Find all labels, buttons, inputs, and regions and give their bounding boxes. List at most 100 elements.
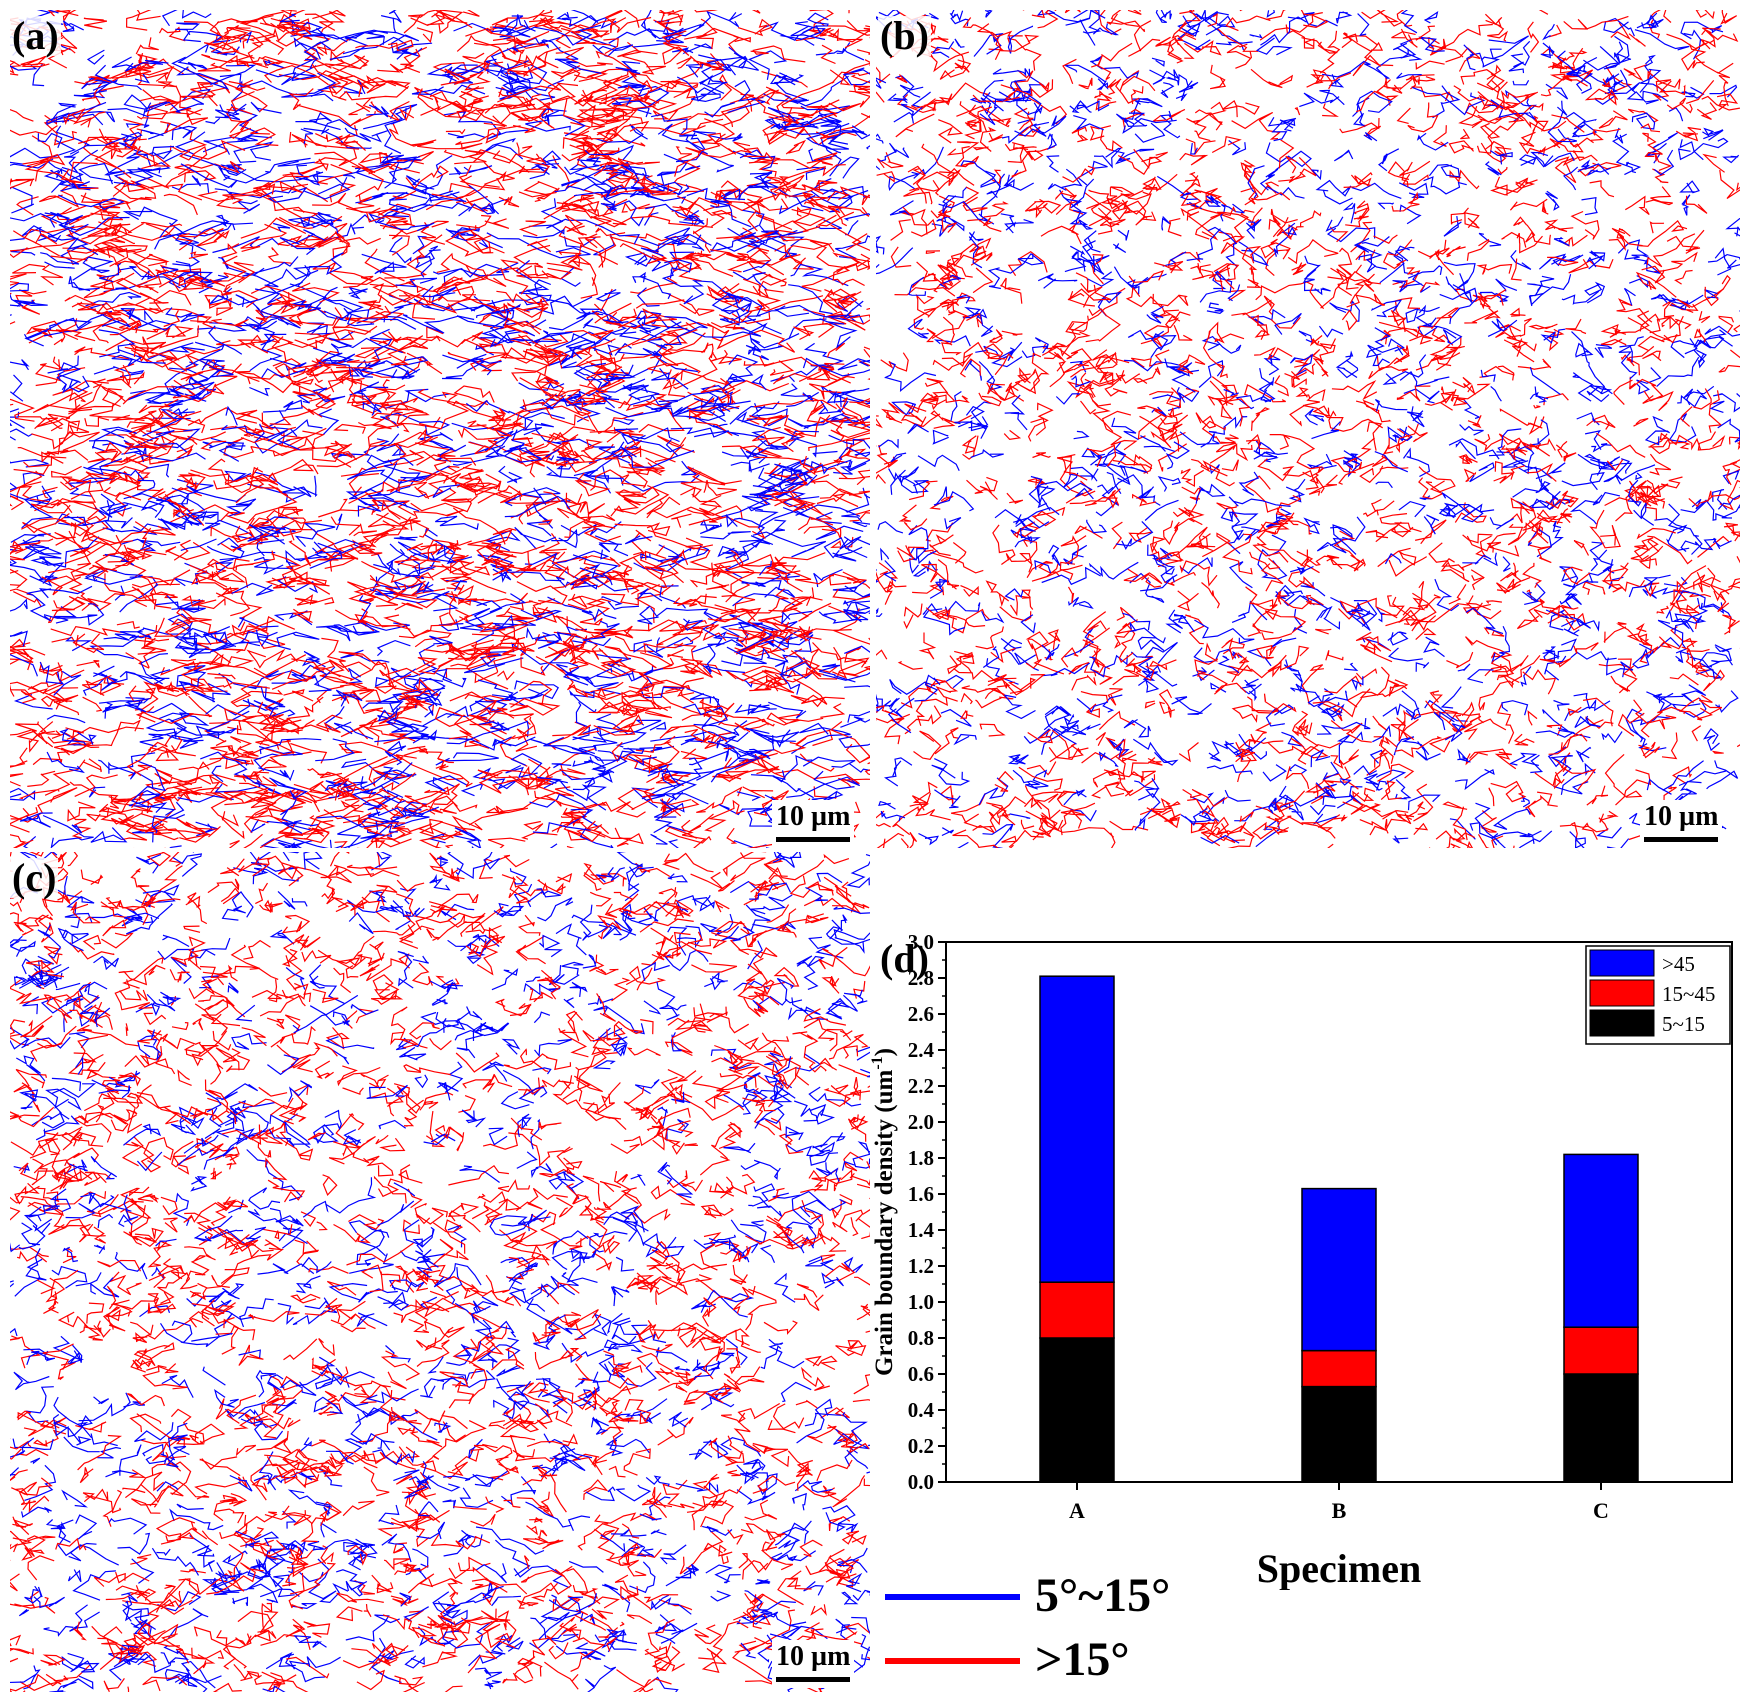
boundary-map-c <box>10 852 870 1692</box>
grain-boundary-segment <box>663 685 695 704</box>
grain-boundary-segment <box>1376 79 1399 106</box>
grain-boundary-segment <box>228 833 263 848</box>
grain-boundary-segment <box>72 633 99 654</box>
grain-boundary-segment <box>762 790 789 808</box>
grain-boundary-segment <box>1405 306 1440 323</box>
grain-boundary-segment <box>950 10 969 27</box>
grain-boundary-segment <box>653 677 704 696</box>
grain-boundary-segment <box>271 558 340 587</box>
grain-boundary-segment <box>192 661 285 681</box>
grain-boundary-segment <box>333 967 352 994</box>
grain-boundary-segment <box>1152 293 1189 307</box>
grain-boundary-segment <box>1075 386 1096 403</box>
grain-boundary-segment <box>506 14 536 35</box>
grain-boundary-segment <box>706 343 714 359</box>
grain-boundary-segment <box>226 90 255 112</box>
grain-boundary-segment <box>281 1226 304 1249</box>
grain-boundary-segment <box>448 653 499 667</box>
grain-boundary-segment <box>515 725 538 752</box>
grain-boundary-segment <box>1458 454 1478 465</box>
grain-boundary-segment <box>160 108 209 134</box>
grain-boundary-segment <box>505 63 531 99</box>
grain-boundary-segment <box>1149 390 1182 409</box>
grain-boundary-segment <box>1316 718 1371 735</box>
grain-boundary-segment <box>1007 37 1042 71</box>
grain-boundary-segment <box>418 830 464 848</box>
grain-boundary-segment <box>1208 740 1240 762</box>
grain-boundary-segment <box>1635 271 1677 298</box>
grain-boundary-segment <box>86 803 110 822</box>
grain-boundary-segment <box>671 234 705 252</box>
grain-boundary-segment <box>1139 810 1165 820</box>
grain-boundary-segment <box>1150 802 1181 825</box>
grain-boundary-segment <box>1150 330 1169 351</box>
grain-boundary-segment <box>87 224 123 237</box>
grain-boundary-segment <box>570 200 600 214</box>
grain-boundary-segment <box>47 10 56 18</box>
grain-boundary-segment <box>1512 447 1535 475</box>
grain-boundary-segment <box>554 426 596 452</box>
grain-boundary-segment <box>1638 557 1658 569</box>
grain-boundary-segment <box>10 773 24 787</box>
grain-boundary-segment <box>617 157 660 165</box>
grain-boundary-segment <box>1707 486 1740 502</box>
grain-boundary-segment <box>134 73 150 84</box>
grain-boundary-segment <box>10 787 36 801</box>
grain-boundary-segment <box>1120 370 1141 384</box>
grain-boundary-segment <box>415 655 460 675</box>
grain-boundary-segment <box>1676 274 1731 309</box>
grain-boundary-segment <box>202 136 250 155</box>
grain-boundary-segment <box>876 66 891 84</box>
scale-bar-label-a: 10 µm <box>776 801 851 832</box>
grain-boundary-segment <box>49 212 89 231</box>
grain-boundary-segment <box>205 117 221 125</box>
grain-boundary-segment <box>832 252 870 263</box>
grain-boundary-segment <box>496 607 534 621</box>
scale-bar-line-b <box>1644 836 1719 842</box>
grain-boundary-segment <box>532 449 574 465</box>
grain-boundary-segment <box>595 867 614 883</box>
grain-boundary-segment <box>647 757 703 787</box>
grain-boundary-segment <box>61 375 90 394</box>
grain-boundary-segment <box>344 1010 358 1029</box>
grain-boundary-segment <box>1586 167 1611 177</box>
grain-boundary-segment <box>1467 414 1482 429</box>
grain-boundary-segment <box>1301 822 1336 839</box>
grain-boundary-segment <box>22 472 45 484</box>
grain-boundary-segment <box>1030 115 1067 134</box>
grain-boundary-segment <box>1543 219 1574 233</box>
grain-boundary-segment <box>530 1582 558 1602</box>
grain-boundary-segment <box>785 139 807 155</box>
grain-boundary-segment <box>584 769 615 784</box>
grain-boundary-segment <box>1343 171 1373 188</box>
grain-boundary-segment <box>555 30 572 49</box>
grain-boundary-segment <box>71 824 83 834</box>
grain-boundary-segment <box>459 614 473 623</box>
grain-boundary-segment <box>1722 614 1740 635</box>
grain-boundary-segment <box>825 310 866 331</box>
grain-boundary-segment <box>1191 458 1228 477</box>
grain-boundary-segment <box>1647 69 1681 90</box>
grain-boundary-segment <box>1225 15 1271 32</box>
grain-boundary-segment <box>526 514 552 537</box>
grain-boundary-segment <box>296 387 346 404</box>
grain-boundary-segment <box>882 560 897 582</box>
grain-boundary-segment <box>1542 709 1591 739</box>
grain-boundary-segment <box>1316 605 1341 630</box>
grain-boundary-segment <box>1682 126 1702 142</box>
grain-boundary-segment <box>1708 390 1723 433</box>
grain-boundary-segment <box>373 670 397 694</box>
grain-boundary-segment <box>1693 574 1721 593</box>
grain-boundary-segment <box>715 278 761 302</box>
grain-boundary-segment <box>1445 47 1481 72</box>
grain-boundary-segment <box>1648 24 1661 39</box>
grain-boundary-segment <box>1654 517 1703 555</box>
grain-boundary-segment <box>144 391 184 410</box>
grain-boundary-segment <box>520 656 546 676</box>
grain-boundary-segment <box>204 1079 230 1114</box>
grain-boundary-segment <box>1327 843 1334 848</box>
grain-boundary-segment <box>717 545 739 558</box>
grain-boundary-segment <box>210 426 277 444</box>
grain-boundary-segment <box>718 571 756 597</box>
grain-boundary-segment <box>778 673 801 695</box>
